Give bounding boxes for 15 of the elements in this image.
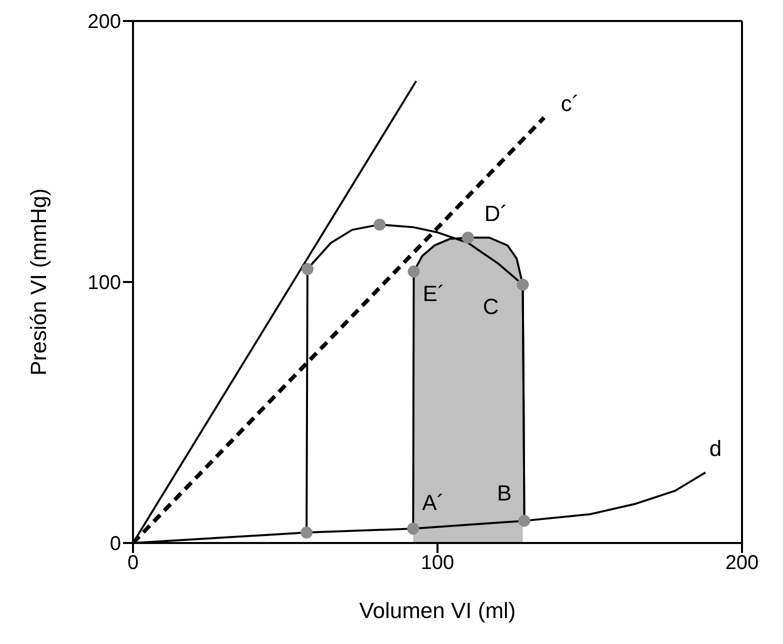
annotation: E´: [422, 281, 445, 306]
y-tick-label: 100: [88, 272, 121, 294]
annotation: C: [482, 294, 499, 320]
y-tick-label: 200: [88, 11, 121, 34]
y-axis-title: Presión VI (mmHg): [26, 188, 51, 376]
annotation: c´: [560, 91, 580, 116]
x-tick-label: 200: [725, 552, 759, 574]
x-axis-title: Volumen VI (ml): [359, 598, 516, 623]
annotation: d: [709, 436, 722, 462]
x-tick-label: 0: [127, 552, 139, 574]
annotation: B: [496, 480, 512, 506]
x-tick-label: 100: [420, 552, 454, 574]
annotation: A´: [422, 490, 444, 516]
annotation: D´: [484, 201, 508, 226]
y-tick-label: 0: [110, 533, 121, 556]
